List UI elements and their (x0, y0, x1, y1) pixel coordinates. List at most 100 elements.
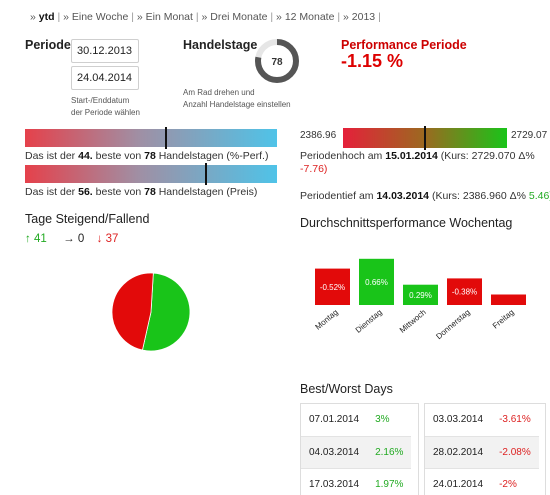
tab-prefix: » (343, 11, 349, 23)
table-row: 28.02.2014 -2.08% (425, 436, 539, 469)
best-date: 17.03.2014 (301, 468, 368, 495)
range-high: 2729.07 (511, 130, 548, 141)
worst-days-table: 03.03.2014 -3.61% 28.02.2014 -2.08% 24.01.… (424, 403, 546, 495)
weekday-title: Durchschnittsperformance Wochentag (300, 216, 513, 230)
table-row: 03.03.2014 -3.61% (425, 404, 539, 437)
end-date-input[interactable] (71, 66, 139, 90)
rank-price-marker (205, 163, 208, 185)
performance-value: -1.15 % (341, 51, 404, 71)
periode-hint-line2: der Periode wählen (71, 108, 140, 117)
table-row: 04.03.2014 2.16% (301, 436, 412, 469)
flat-arrow-icon: → (63, 233, 75, 245)
tab-separator: | (378, 11, 381, 23)
tab-drei-monate[interactable]: Drei Monate (210, 11, 268, 23)
updown-title: Tage Steigend/Fallend (25, 212, 150, 226)
tab-separator: | (270, 11, 274, 23)
rank-price-mid: beste von (95, 186, 142, 198)
rank-price-text: Das ist der 56. beste von 78 Handelstage… (25, 186, 257, 198)
weekday-bar-label: 0.29% (409, 291, 432, 300)
tab-separator: | (337, 11, 341, 23)
tab-separator: | (57, 11, 61, 23)
table-row: 24.01.2014 -2% (425, 468, 539, 495)
handelstage-gauge[interactable]: 78 (253, 37, 301, 85)
handelstage-hint-line2: Anzahl Handelstage einstellen (183, 100, 291, 109)
best-value: 2.16% (367, 436, 412, 469)
worst-date: 24.01.2014 (425, 468, 492, 495)
best-value: 1.97% (367, 468, 412, 495)
up-count: 41 (33, 233, 47, 245)
down-arrow-icon: ↓ (96, 233, 103, 245)
periodenhoch-date: 15.01.2014 (385, 150, 438, 162)
start-date-input[interactable] (71, 39, 139, 63)
weekday-bar-dienstag (359, 258, 394, 305)
worst-value: -3.61% (491, 404, 539, 437)
worst-value: -2.08% (491, 436, 539, 469)
rank-price-prefix: Das ist der (25, 186, 76, 198)
best-value: 3% (367, 404, 412, 437)
tab-eine-woche[interactable]: Eine Woche (71, 11, 129, 23)
handelstage-label: Handelstage (183, 38, 258, 52)
best-date: 04.03.2014 (301, 436, 368, 469)
worst-date: 28.02.2014 (425, 436, 492, 469)
tab-2013[interactable]: 2013 (351, 11, 376, 23)
weekday-tick-label: Freitag (491, 308, 516, 331)
rank-perf-prefix: Das ist der (25, 150, 76, 162)
rank-price-suffix: Handelstagen (Preis) (158, 186, 258, 198)
table-row: 17.03.2014 1.97% (301, 468, 412, 495)
range-low: 2386.96 (300, 130, 337, 141)
periode-label: Periode (25, 38, 71, 52)
weekday-bar-mittwoch (403, 284, 438, 305)
tab-ein-monat[interactable]: Ein Monat (145, 11, 193, 23)
worst-value: -2% (491, 468, 539, 495)
rank-price-total: 78 (144, 186, 156, 198)
rank-price-rank: 56. (78, 186, 93, 198)
weekday-bar-label: 0.66% (365, 278, 388, 287)
weekday-bar-label: -0.52% (320, 283, 345, 292)
periodentief-delta: 5.46) (528, 190, 550, 202)
updown-counts: ↑ 41 → 0 ↓ 37 (25, 233, 118, 245)
rank-perf-marker (165, 127, 168, 149)
periodentief-text: Periodentief am 14.03.2014 (Kurs: 2386.9… (300, 190, 550, 202)
periodenhoch-delta: -7.76) (300, 163, 328, 175)
tab-prefix: » (63, 11, 69, 23)
rank-perf-total: 78 (144, 150, 156, 162)
periode-hint-line1: Start-/Enddatum (71, 96, 130, 105)
handelstage-hint-line1: Am Rad drehen und (183, 88, 255, 97)
tab-prefix: » (30, 11, 36, 23)
weekday-bar-label: -0.38% (452, 288, 477, 297)
periodentief-date: 14.03.2014 (376, 190, 430, 202)
weekday-bar-chart: -0.52% Montag 0.66% Dienstag 0.29% Mittwoch -0… (314, 258, 526, 341)
weekday-tick-label: Mittwoch (398, 308, 428, 335)
flat-count: 0 (77, 233, 85, 245)
rank-price-bar (25, 163, 277, 185)
best-days-grid: 07.01.2014 3% 04.03.2014 2.16% 17.03.2014 1… (301, 404, 412, 495)
weekday-bar-donnerstag (447, 278, 482, 305)
rank-perf-suffix: Handelstagen (%-Perf.) (158, 150, 269, 162)
tab-separator: | (131, 11, 134, 23)
weekday-bar-freitag (491, 294, 526, 305)
tab-12-monate[interactable]: 12 Monate (284, 11, 335, 23)
handelstage-hint: Am Rad drehen und Anzahl Handelstage ein… (183, 87, 291, 111)
rank-perf-bar (25, 127, 277, 149)
up-arrow-icon: ↑ (25, 233, 31, 245)
weekday-bar-montag (315, 268, 350, 305)
worst-days-grid: 03.03.2014 -3.61% 28.02.2014 -2.08% 24.01.… (425, 404, 539, 495)
periodenhoch-text: Periodenhoch am 15.01.2014 (Kurs: 2729.0… (300, 150, 535, 162)
tab-ytd[interactable]: ytd (38, 11, 55, 23)
weekday-tick-label: Dienstag (354, 308, 384, 335)
down-count: 37 (105, 233, 119, 245)
tab-separator: | (195, 11, 199, 23)
rank-perf-mid: beste von (95, 150, 142, 162)
updown-pie-chart (111, 272, 191, 352)
best-date: 07.01.2014 (301, 404, 368, 437)
worst-date: 03.03.2014 (425, 404, 492, 437)
periodentief-prefix: Periodentief am (300, 190, 374, 202)
performance-title: Performance Periode (341, 38, 467, 52)
pie-slice-fallend (111, 272, 154, 351)
pie-slice-steigend (141, 272, 191, 352)
gauge-fill (255, 39, 299, 83)
rank-perf-rank: 44. (78, 150, 93, 162)
handelstage-value: 78 (271, 57, 283, 68)
rank-perf-text: Das ist der 44. beste von 78 Handelstage… (25, 150, 268, 162)
best-days-table: 07.01.2014 3% 04.03.2014 2.16% 17.03.2014 1… (300, 403, 419, 495)
